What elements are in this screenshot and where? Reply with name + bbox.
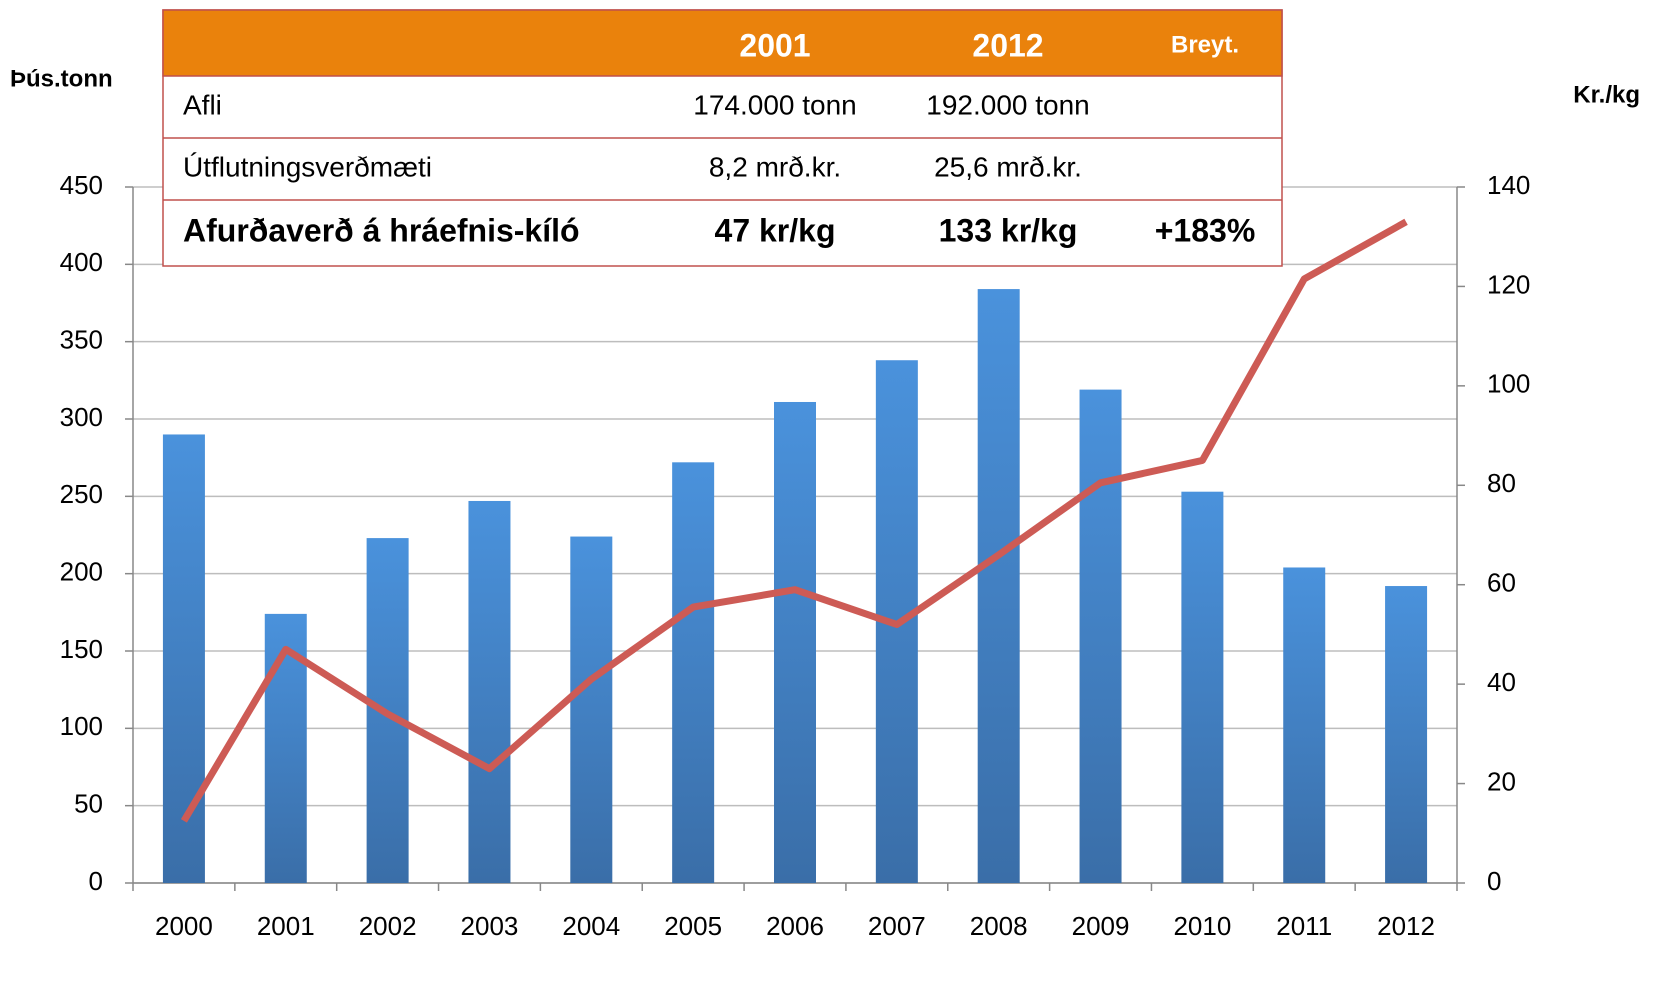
table-cell: 47 kr/kg xyxy=(715,212,836,248)
x-tick-label: 2003 xyxy=(461,911,519,941)
table-row-label: Afurðaverð á hráefnis-kíló xyxy=(183,212,580,248)
bar xyxy=(162,434,205,883)
bar xyxy=(774,401,816,883)
x-tick-label: 2007 xyxy=(868,911,926,941)
y-tick-label: 350 xyxy=(60,325,103,355)
x-tick-label: 2001 xyxy=(257,911,315,941)
y-tick-label: 200 xyxy=(60,557,103,587)
y2-tick-label: 100 xyxy=(1487,369,1530,399)
x-tick-label: 2009 xyxy=(1072,911,1130,941)
y2-tick-label: 20 xyxy=(1487,766,1516,796)
x-tick-label: 2012 xyxy=(1377,911,1435,941)
x-tick-label: 2004 xyxy=(562,911,620,941)
table-cell: 192.000 tonn xyxy=(926,89,1090,120)
y2-tick-label: 0 xyxy=(1487,866,1501,896)
y-tick-label: 0 xyxy=(89,866,103,896)
y-axis-label: Þús.tonn xyxy=(10,65,113,92)
bar xyxy=(1385,586,1428,883)
y2-tick-label: 60 xyxy=(1487,568,1516,598)
table-column-header: Breyt. xyxy=(1171,31,1239,58)
table-cell: 174.000 tonn xyxy=(693,89,857,120)
x-tick-label: 2008 xyxy=(970,911,1028,941)
bar xyxy=(1181,491,1224,883)
x-tick-label: 2011 xyxy=(1276,911,1332,941)
table-column-header: 2012 xyxy=(972,27,1043,63)
bar xyxy=(570,536,613,883)
y2-tick-label: 40 xyxy=(1487,667,1516,697)
line xyxy=(180,218,1408,823)
table-cell: 25,6 mrð.kr. xyxy=(934,151,1082,182)
y-tick-label: 150 xyxy=(60,634,103,664)
y-tick-label: 300 xyxy=(60,402,103,432)
x-tick-label: 2002 xyxy=(359,911,417,941)
x-tick-label: 2010 xyxy=(1173,911,1231,941)
x-tick-label: 2005 xyxy=(664,911,722,941)
x-tick-label: 2006 xyxy=(766,911,824,941)
y-tick-label: 450 xyxy=(60,170,103,200)
y-tick-label: 400 xyxy=(60,247,103,277)
table-cell: 8,2 mrð.kr. xyxy=(709,151,841,182)
y-tick-label: 100 xyxy=(60,711,103,741)
y2-tick-label: 120 xyxy=(1487,269,1530,299)
table-row-label: Afli xyxy=(183,89,222,120)
bar xyxy=(977,289,1020,884)
bar xyxy=(1079,389,1122,883)
y-tick-label: 250 xyxy=(60,479,103,509)
table-column-header: 2001 xyxy=(739,27,810,63)
bar xyxy=(672,462,715,883)
bar xyxy=(1283,567,1326,883)
table-cell: +183% xyxy=(1155,212,1256,248)
table-cell: 133 kr/kg xyxy=(939,212,1078,248)
y-tick-label: 50 xyxy=(74,789,103,819)
table-header xyxy=(162,9,1283,77)
table-row-label: Útflutningsverðmæti xyxy=(183,151,432,182)
y2-tick-label: 80 xyxy=(1487,468,1516,498)
x-tick-label: 2000 xyxy=(155,911,213,941)
y2-axis-label: Kr./kg xyxy=(1573,81,1640,108)
bar xyxy=(468,500,511,883)
y2-tick-label: 140 xyxy=(1487,170,1530,200)
